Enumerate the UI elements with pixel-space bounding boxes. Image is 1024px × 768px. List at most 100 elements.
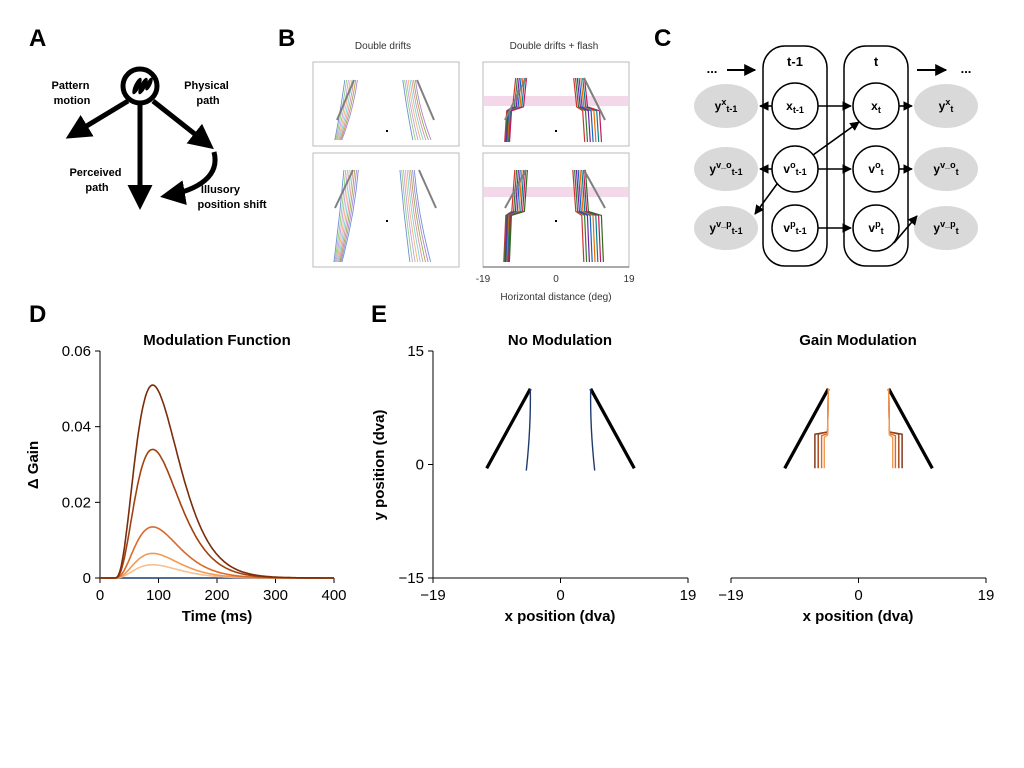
trace-line [409,79,424,141]
perceived-path-line [823,388,829,469]
node-vp-prev: vpt-1 [783,219,806,236]
y-tick-label: 0.02 [62,494,91,511]
trace-line [339,169,356,263]
illusory-shift-arrow [160,151,218,205]
y-tick-label: 15 [407,343,424,360]
trace-line [406,169,421,263]
physical-path-arrow [151,99,214,150]
fixation-dot [386,220,388,222]
x-tick-label: 19 [680,587,697,604]
obs-yx-cur: yxt [939,97,954,114]
modulation-series-2 [100,552,334,579]
trace-line [408,169,424,263]
trace-line [582,77,600,143]
obs-yx-prev: yxt-1 [715,97,738,114]
trace-line [410,169,426,263]
trace-line [572,169,585,263]
x-axis-label-e-right: x position (dva) [803,608,914,625]
label-physical-path: Physical path [184,80,232,107]
y-tick-label: 0.04 [62,419,91,436]
fixation-dot [555,130,557,132]
tick-label: -19 [476,274,491,285]
physical-path-line [589,388,636,470]
title-double-drifts: Double drifts [355,41,411,52]
gabor-stimulus-icon [120,66,160,106]
x-tick-label: 0 [854,587,862,604]
physical-path-line [416,79,435,121]
trace-line [407,79,422,141]
physical-path-line [504,77,527,121]
trace-line [337,169,352,263]
trace-line [337,79,351,141]
trace-line [578,77,594,143]
trace-line [335,169,348,263]
x-axis-label-e-left: x position (dva) [505,608,616,625]
node-vo-prev: vot-1 [783,160,806,177]
node-x-prev: xt-1 [786,99,804,115]
panel-label-e: E [371,301,387,328]
timestep-label-prev: t-1 [787,54,803,69]
modulation-series-5 [100,384,334,579]
panel-label-c: C [654,25,671,52]
tick-label: 0 [553,274,559,285]
node-vp-cur: vpt [868,219,883,236]
trace-line [583,169,602,263]
obs-yvp-prev: yv_pt-1 [709,219,742,236]
fixation-dot [386,130,388,132]
modulation-series-4 [100,448,334,579]
trace-line [581,169,599,263]
physical-path-line [418,169,437,209]
flash-band-top [484,96,628,106]
trace-line [405,79,419,141]
x-axis-label-d: Time (ms) [182,608,253,625]
x-tick-label: 300 [263,587,288,604]
subplot-left-bottom [312,152,460,268]
physical-path-line [485,388,532,470]
no-modulation-chart: −19 0 19 −15 0 15 [399,343,697,604]
trace-line [574,77,589,143]
y-axis-label-e: y position (dva) [371,410,388,521]
trace-line [584,169,604,263]
y-tick-label: 0 [416,457,424,474]
label-pattern-motion: Pattern motion [52,80,93,107]
trace-line [575,169,590,263]
timestep-label-cur: t [874,54,879,69]
observation-node [914,206,978,250]
trace-line [399,169,411,263]
trace-line [401,169,413,263]
timestep-box-cur [843,45,909,267]
panel-a: A Pattern motion Physical path Perceived… [29,25,267,211]
timestep-box-prev [762,45,828,267]
trace-line [334,169,347,263]
flash-band-bottom [484,187,628,197]
title-double-drifts-flash: Double drifts + flash [510,41,599,52]
node-x-cur: xt [871,99,881,115]
x-tick-label: 19 [978,587,995,604]
panel-b: B Double drifts Double drifts + flash -1… [278,25,635,303]
obs-yvo-prev: yv_ot-1 [709,160,742,177]
y-axis-label-d: Δ Gain [25,441,42,489]
trace-line [402,79,414,141]
x-tick-label: 200 [204,587,229,604]
x-tick-label: 400 [321,587,346,604]
panel-label-a: A [29,25,46,52]
tick-label: 19 [623,274,635,285]
physical-path-line [504,169,527,209]
physical-path-line [583,77,606,121]
trace-line [576,77,591,143]
chart-title-e-right: Gain Modulation [799,332,917,349]
y-tick-label: −15 [399,570,424,587]
x-tick-label: 0 [556,587,564,604]
trace-line [580,77,597,143]
trace-line [583,77,603,143]
trace-line [508,77,528,143]
subplot-right-top [482,61,630,147]
observation-node [914,84,978,128]
x-tick-label: 100 [146,587,171,604]
latent-node [852,204,900,252]
node-vo-cur: vot [868,160,883,177]
trajectory-traces [333,77,606,263]
ellipsis-left: ... [707,61,718,76]
x-tick-label: −19 [718,587,743,604]
